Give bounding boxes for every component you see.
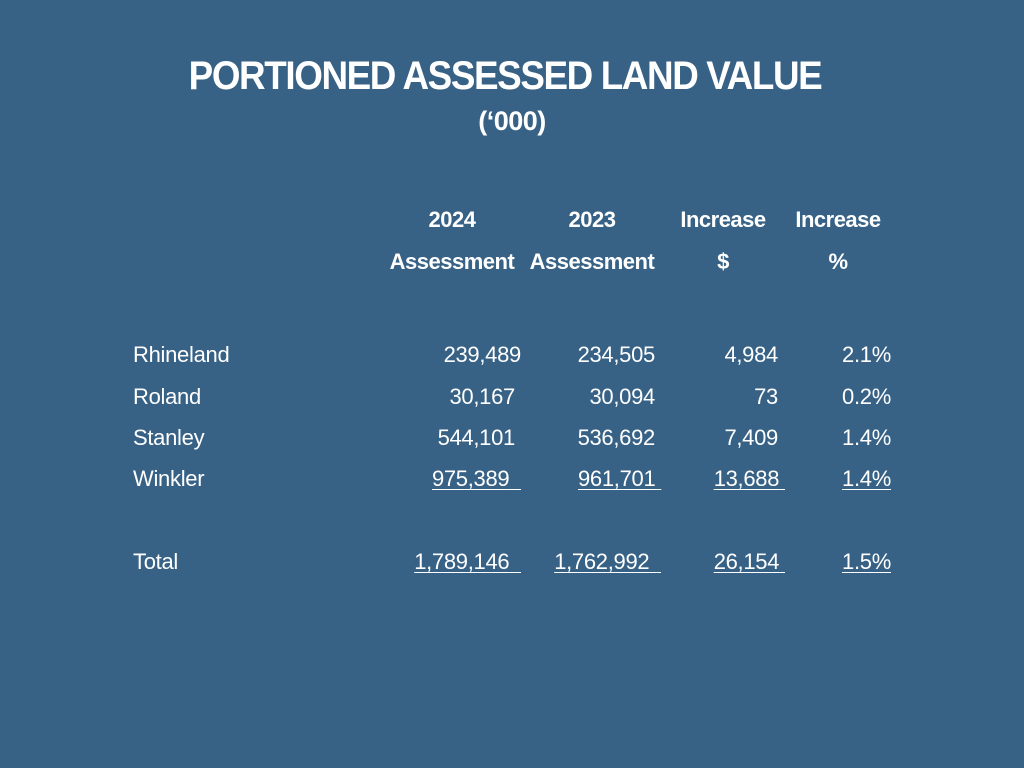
cell-percent: 0.2% xyxy=(842,384,891,409)
cell-increase-value: 26,154 xyxy=(713,549,780,574)
row-label: Rhineland xyxy=(133,342,230,367)
header-increase-dollar-line2: $ xyxy=(717,249,729,274)
slide-title: PORTIONED ASSESSED LAND VALUE xyxy=(188,54,823,98)
cell-increase: 73 xyxy=(754,384,778,409)
cell-increase: 7,409 xyxy=(724,425,778,450)
cell-2024: 975,389 xyxy=(404,466,521,492)
cell-2023: 234,505 xyxy=(577,342,656,367)
cell-percent: 1.5% xyxy=(842,549,891,574)
cell-2023: 961,701 xyxy=(578,466,661,492)
row-label: Roland xyxy=(133,384,201,409)
row-label: Total xyxy=(133,549,178,574)
cell-increase: 13,688 xyxy=(691,466,785,492)
header-increase-dollar-line1: Increase xyxy=(680,207,766,232)
cell-2024-value: 975,389 xyxy=(431,466,510,491)
cell-2024: 30,167 xyxy=(449,384,516,409)
cell-2023: 536,692 xyxy=(577,425,656,450)
cell-increase: 26,154 xyxy=(691,549,785,575)
cell-2023-value: 1,762,992 xyxy=(554,549,650,574)
cell-2024-value: 1,789,146 xyxy=(414,549,510,574)
cell-percent: 2.1% xyxy=(842,342,891,367)
header-increase-pct-line2: % xyxy=(828,249,848,274)
header-2023-line2: Assessment xyxy=(529,249,655,274)
cell-percent: 1.4% xyxy=(842,425,891,450)
row-label: Stanley xyxy=(133,425,205,450)
header-2024-line1: 2024 xyxy=(428,207,476,232)
cell-increase-value: 13,688 xyxy=(713,466,780,491)
slide-subtitle: (‘000) xyxy=(478,106,546,136)
cell-percent: 1.4% xyxy=(842,466,891,491)
header-increase-pct-line1: Increase xyxy=(795,207,881,232)
header-2024-line2: Assessment xyxy=(389,249,515,274)
row-label: Winkler xyxy=(133,466,205,491)
cell-2024: 1,789,146 xyxy=(398,549,521,575)
cell-2023: 1,762,992 xyxy=(538,549,661,575)
cell-2024: 544,101 xyxy=(437,425,516,450)
cell-2023: 30,094 xyxy=(589,384,656,409)
cell-2024: 239,489 xyxy=(443,342,522,367)
header-2023-line1: 2023 xyxy=(568,207,616,232)
cell-2023-value: 961,701 xyxy=(578,466,656,491)
cell-increase: 4,984 xyxy=(724,342,778,367)
